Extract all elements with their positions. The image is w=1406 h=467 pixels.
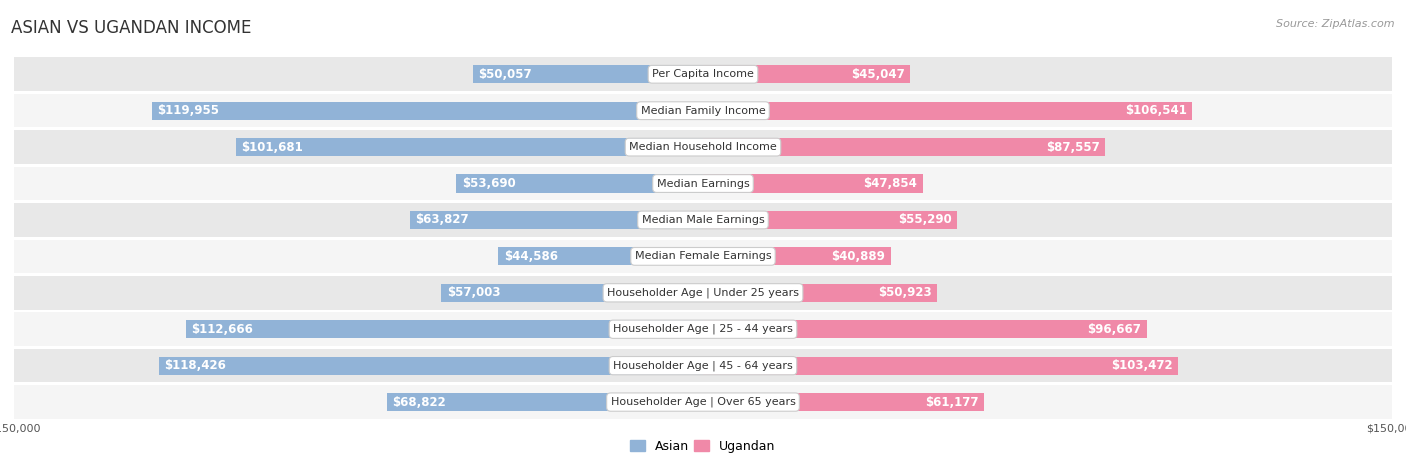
- Bar: [14, 57, 1392, 91]
- Text: $106,541: $106,541: [1125, 104, 1187, 117]
- Text: Median Earnings: Median Earnings: [657, 178, 749, 189]
- Text: Householder Age | 45 - 64 years: Householder Age | 45 - 64 years: [613, 361, 793, 371]
- Text: Per Capita Income: Per Capita Income: [652, 69, 754, 79]
- Bar: [498, 248, 703, 265]
- Text: $50,923: $50,923: [877, 286, 931, 299]
- Text: $112,666: $112,666: [191, 323, 253, 336]
- Bar: [703, 65, 910, 83]
- Text: $119,955: $119,955: [157, 104, 219, 117]
- Bar: [14, 94, 1392, 127]
- Text: $40,889: $40,889: [831, 250, 886, 263]
- Text: $45,047: $45,047: [851, 68, 904, 81]
- Bar: [159, 357, 703, 375]
- Text: Householder Age | 25 - 44 years: Householder Age | 25 - 44 years: [613, 324, 793, 334]
- Text: $53,690: $53,690: [463, 177, 516, 190]
- Bar: [14, 167, 1392, 200]
- Bar: [152, 101, 703, 120]
- Text: $44,586: $44,586: [503, 250, 558, 263]
- Bar: [441, 283, 703, 302]
- Bar: [14, 276, 1392, 310]
- Bar: [472, 65, 703, 83]
- Text: $47,854: $47,854: [863, 177, 917, 190]
- Bar: [703, 283, 936, 302]
- Bar: [14, 203, 1392, 237]
- Bar: [703, 357, 1178, 375]
- Bar: [14, 130, 1392, 164]
- Text: Median Male Earnings: Median Male Earnings: [641, 215, 765, 225]
- Bar: [14, 349, 1392, 382]
- Bar: [457, 175, 703, 193]
- Legend: Asian, Ugandan: Asian, Ugandan: [626, 435, 780, 458]
- Bar: [703, 248, 891, 265]
- Text: Householder Age | Under 25 years: Householder Age | Under 25 years: [607, 288, 799, 298]
- Bar: [409, 211, 703, 229]
- Text: $55,290: $55,290: [897, 213, 952, 226]
- Bar: [703, 101, 1192, 120]
- Bar: [703, 211, 957, 229]
- Text: $50,057: $50,057: [478, 68, 533, 81]
- Text: Median Family Income: Median Family Income: [641, 106, 765, 116]
- Text: Source: ZipAtlas.com: Source: ZipAtlas.com: [1277, 19, 1395, 28]
- Text: $101,681: $101,681: [242, 141, 304, 154]
- Text: $63,827: $63,827: [415, 213, 470, 226]
- Bar: [186, 320, 703, 338]
- Bar: [387, 393, 703, 411]
- Text: $87,557: $87,557: [1046, 141, 1099, 154]
- Bar: [14, 240, 1392, 273]
- Text: $57,003: $57,003: [447, 286, 501, 299]
- Bar: [14, 385, 1392, 419]
- Text: Median Household Income: Median Household Income: [628, 142, 778, 152]
- Bar: [703, 138, 1105, 156]
- Text: $68,822: $68,822: [392, 396, 446, 409]
- Text: $103,472: $103,472: [1111, 359, 1173, 372]
- Bar: [236, 138, 703, 156]
- Text: ASIAN VS UGANDAN INCOME: ASIAN VS UGANDAN INCOME: [11, 19, 252, 37]
- Text: Householder Age | Over 65 years: Householder Age | Over 65 years: [610, 397, 796, 407]
- Bar: [703, 320, 1147, 338]
- Text: $96,667: $96,667: [1088, 323, 1142, 336]
- Bar: [703, 393, 984, 411]
- Bar: [14, 312, 1392, 346]
- Bar: [703, 175, 922, 193]
- Text: Median Female Earnings: Median Female Earnings: [634, 251, 772, 262]
- Text: $61,177: $61,177: [925, 396, 979, 409]
- Text: $118,426: $118,426: [165, 359, 226, 372]
